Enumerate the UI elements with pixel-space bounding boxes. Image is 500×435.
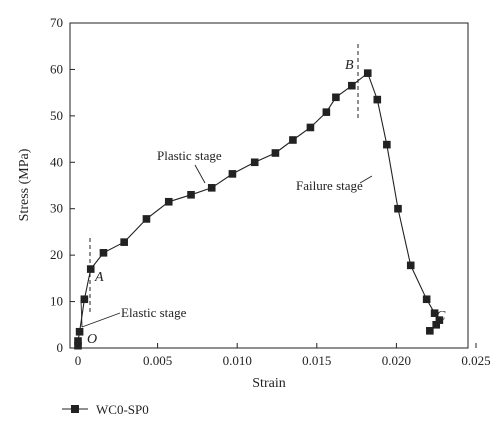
y-tick-label: 70 bbox=[50, 15, 63, 30]
data-point bbox=[271, 149, 280, 157]
x-tick-label: 0 bbox=[75, 353, 82, 368]
data-point bbox=[86, 265, 95, 273]
y-tick-label: 10 bbox=[50, 294, 63, 309]
x-tick-label: 0.005 bbox=[143, 353, 172, 368]
data-point bbox=[74, 341, 82, 350]
data-point bbox=[306, 123, 315, 132]
data-point bbox=[322, 108, 331, 116]
data-point bbox=[432, 320, 440, 329]
y-tick-label: 20 bbox=[50, 247, 63, 262]
data-point bbox=[426, 327, 434, 335]
data-point bbox=[207, 184, 216, 192]
data-point bbox=[80, 295, 89, 304]
data-point bbox=[430, 309, 439, 317]
data-point bbox=[187, 190, 195, 199]
elastic-leader-line-2 bbox=[80, 299, 83, 328]
legend-marker bbox=[71, 405, 79, 413]
plot-frame bbox=[69, 22, 469, 349]
data-point bbox=[406, 261, 415, 270]
point-label-O: O bbox=[87, 332, 97, 347]
data-point bbox=[74, 337, 82, 345]
data-point bbox=[394, 204, 402, 213]
legend-label-wc0-sp0: WC0-SP0 bbox=[96, 402, 149, 417]
data-point bbox=[332, 93, 340, 102]
point-label-B: B bbox=[345, 58, 354, 73]
data-point bbox=[142, 215, 151, 223]
data-point bbox=[435, 316, 444, 324]
data-point bbox=[99, 249, 108, 257]
data-point bbox=[289, 136, 297, 144]
annotation-failure-stage: Failure stage bbox=[296, 178, 363, 193]
data-point bbox=[250, 158, 259, 167]
y-tick-label: 40 bbox=[50, 154, 63, 169]
x-axis-label: Strain bbox=[252, 376, 285, 391]
y-axis: 0 10 20 30 40 50 60 70 bbox=[50, 15, 75, 355]
x-tick-label: 0.025 bbox=[461, 353, 490, 368]
data-point bbox=[228, 170, 237, 178]
x-axis: 0 0.005 0.010 0.015 0.020 0.025 bbox=[75, 343, 491, 368]
x-tick-label: 0.020 bbox=[382, 353, 411, 368]
data-point bbox=[164, 197, 173, 206]
annotation-plastic-stage: Plastic stage bbox=[157, 148, 222, 163]
series-markers bbox=[74, 69, 444, 350]
data-point bbox=[383, 140, 391, 149]
data-point bbox=[422, 295, 431, 304]
annotation-elastic-stage: Elastic stage bbox=[121, 305, 187, 320]
x-tick-label: 0.015 bbox=[302, 353, 331, 368]
y-tick-label: 50 bbox=[50, 108, 63, 123]
legend: WC0-SP0 bbox=[62, 402, 149, 417]
data-point bbox=[75, 327, 84, 336]
y-tick-label: 60 bbox=[50, 61, 63, 76]
data-point bbox=[363, 69, 372, 77]
data-point bbox=[348, 81, 356, 90]
data-point bbox=[373, 95, 382, 104]
point-label-C: C bbox=[436, 309, 446, 324]
x-tick-label: 0.010 bbox=[223, 353, 252, 368]
plastic-leader-line bbox=[194, 164, 206, 184]
y-tick-label: 30 bbox=[50, 201, 63, 216]
data-point bbox=[120, 238, 128, 246]
elastic-leader-line bbox=[81, 312, 121, 328]
y-axis-label: Stress (MPa) bbox=[17, 148, 32, 221]
failure-leader-line bbox=[359, 175, 373, 184]
y-tick-label: 0 bbox=[57, 340, 64, 355]
point-label-A: A bbox=[94, 270, 104, 285]
